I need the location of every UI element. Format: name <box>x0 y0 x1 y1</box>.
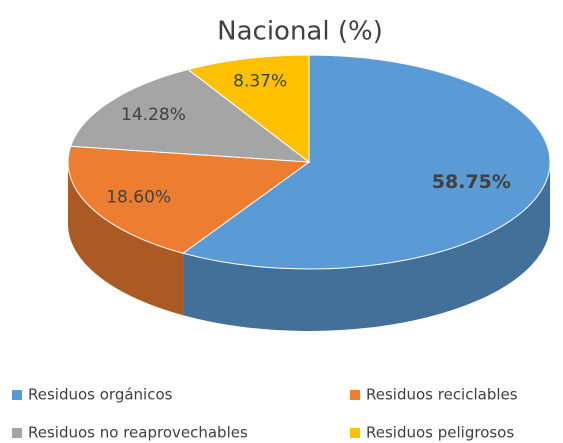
legend-label: Residuos peligrosos <box>366 424 514 442</box>
slice-side <box>183 162 550 331</box>
chart-title: Nacional (%) <box>217 17 383 47</box>
legend-swatch <box>350 390 360 400</box>
data-label: 58.75% <box>432 171 511 193</box>
legend-swatch <box>12 390 22 400</box>
data-label: 18.60% <box>106 187 171 207</box>
data-label: 14.28% <box>121 105 186 125</box>
slice <box>67 145 311 254</box>
data-label: 8.37% <box>233 71 287 91</box>
legend-swatch <box>12 428 22 438</box>
legend-swatch <box>350 428 360 438</box>
slice <box>181 54 551 270</box>
legend-label: Residuos no reaprovechables <box>28 424 248 442</box>
legend-label: Residuos reciclables <box>366 386 518 404</box>
slice <box>186 54 310 164</box>
slice <box>69 68 311 163</box>
legend-label: Residuos orgánicos <box>28 386 173 404</box>
slice-side <box>68 162 184 316</box>
